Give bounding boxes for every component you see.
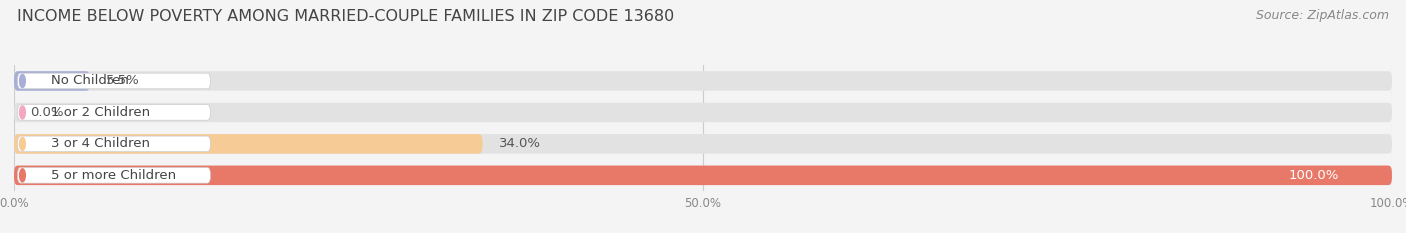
FancyBboxPatch shape bbox=[14, 134, 482, 154]
FancyBboxPatch shape bbox=[14, 166, 1392, 185]
FancyBboxPatch shape bbox=[14, 103, 1392, 122]
Text: 1 or 2 Children: 1 or 2 Children bbox=[51, 106, 149, 119]
FancyBboxPatch shape bbox=[17, 168, 211, 183]
Text: 5.5%: 5.5% bbox=[107, 75, 141, 87]
Circle shape bbox=[20, 106, 25, 119]
Text: No Children: No Children bbox=[51, 75, 128, 87]
Text: 34.0%: 34.0% bbox=[499, 137, 541, 150]
Text: 0.0%: 0.0% bbox=[31, 106, 65, 119]
FancyBboxPatch shape bbox=[14, 71, 90, 91]
Circle shape bbox=[20, 169, 25, 182]
Circle shape bbox=[20, 74, 25, 88]
Text: Source: ZipAtlas.com: Source: ZipAtlas.com bbox=[1256, 9, 1389, 22]
FancyBboxPatch shape bbox=[17, 73, 211, 89]
Text: 5 or more Children: 5 or more Children bbox=[51, 169, 176, 182]
FancyBboxPatch shape bbox=[14, 71, 1392, 91]
Text: INCOME BELOW POVERTY AMONG MARRIED-COUPLE FAMILIES IN ZIP CODE 13680: INCOME BELOW POVERTY AMONG MARRIED-COUPL… bbox=[17, 9, 673, 24]
Circle shape bbox=[20, 137, 25, 151]
Text: 100.0%: 100.0% bbox=[1289, 169, 1339, 182]
FancyBboxPatch shape bbox=[14, 166, 1392, 185]
FancyBboxPatch shape bbox=[17, 136, 211, 152]
FancyBboxPatch shape bbox=[17, 105, 211, 120]
FancyBboxPatch shape bbox=[14, 134, 1392, 154]
Text: 3 or 4 Children: 3 or 4 Children bbox=[51, 137, 149, 150]
